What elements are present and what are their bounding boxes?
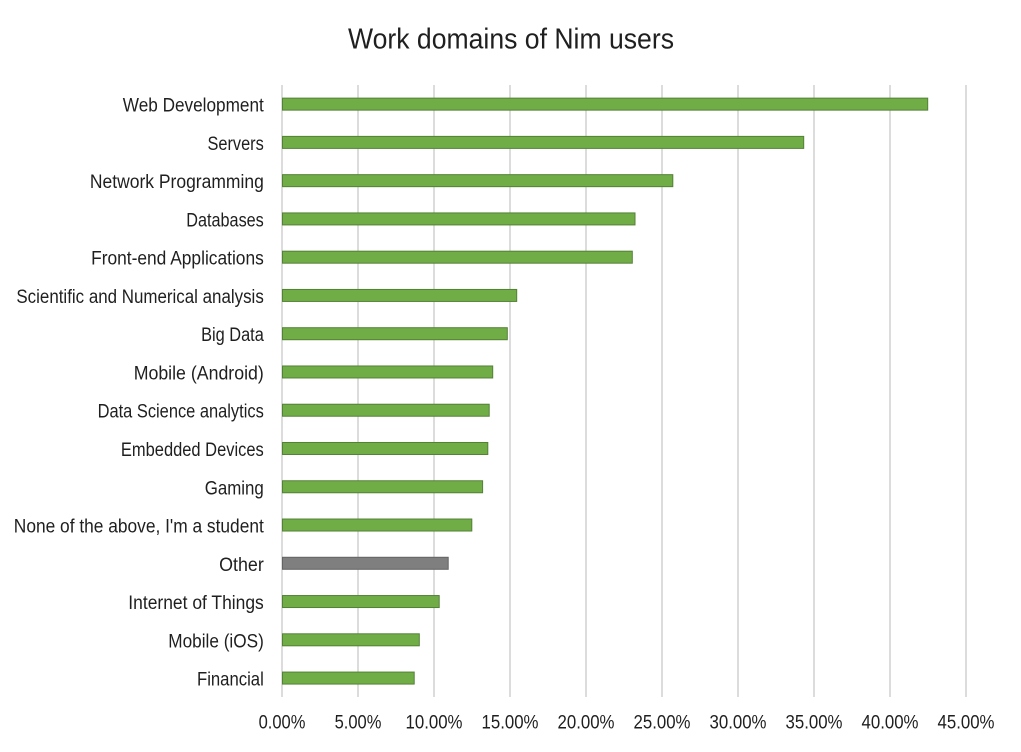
svg-text:Databases: Databases	[186, 210, 264, 231]
svg-text:None of the above, I'm a stude: None of the above, I'm a student	[14, 517, 265, 538]
svg-text:Network Programming: Network Programming	[90, 172, 264, 193]
svg-text:25.00%: 25.00%	[634, 713, 691, 734]
svg-text:Servers: Servers	[208, 134, 264, 155]
svg-text:10.00%: 10.00%	[406, 713, 463, 734]
svg-text:Mobile (Android): Mobile (Android)	[134, 363, 264, 384]
svg-text:Data Science analytics: Data Science analytics	[98, 402, 264, 423]
svg-text:40.00%: 40.00%	[862, 713, 919, 734]
svg-text:0.00%: 0.00%	[259, 713, 306, 734]
svg-text:Big Data: Big Data	[201, 325, 264, 346]
svg-text:Scientific and Numerical analy: Scientific and Numerical analysis	[16, 287, 263, 308]
svg-text:Mobile (iOS): Mobile (iOS)	[168, 631, 264, 652]
svg-text:5.00%: 5.00%	[335, 713, 382, 734]
svg-text:15.00%: 15.00%	[482, 713, 539, 734]
svg-text:Other: Other	[219, 555, 264, 576]
svg-text:20.00%: 20.00%	[558, 713, 615, 734]
svg-text:Work domains of Nim users: Work domains of Nim users	[348, 23, 674, 55]
svg-text:Web Development: Web Development	[123, 96, 265, 117]
svg-text:35.00%: 35.00%	[786, 713, 843, 734]
svg-text:45.00%: 45.00%	[938, 713, 995, 734]
svg-text:Internet of Things: Internet of Things	[128, 593, 264, 614]
svg-text:Gaming: Gaming	[205, 478, 264, 499]
svg-text:Front-end Applications: Front-end Applications	[91, 249, 264, 270]
svg-text:30.00%: 30.00%	[710, 713, 767, 734]
svg-text:Financial: Financial	[197, 670, 264, 691]
svg-text:Embedded Devices: Embedded Devices	[121, 440, 264, 461]
